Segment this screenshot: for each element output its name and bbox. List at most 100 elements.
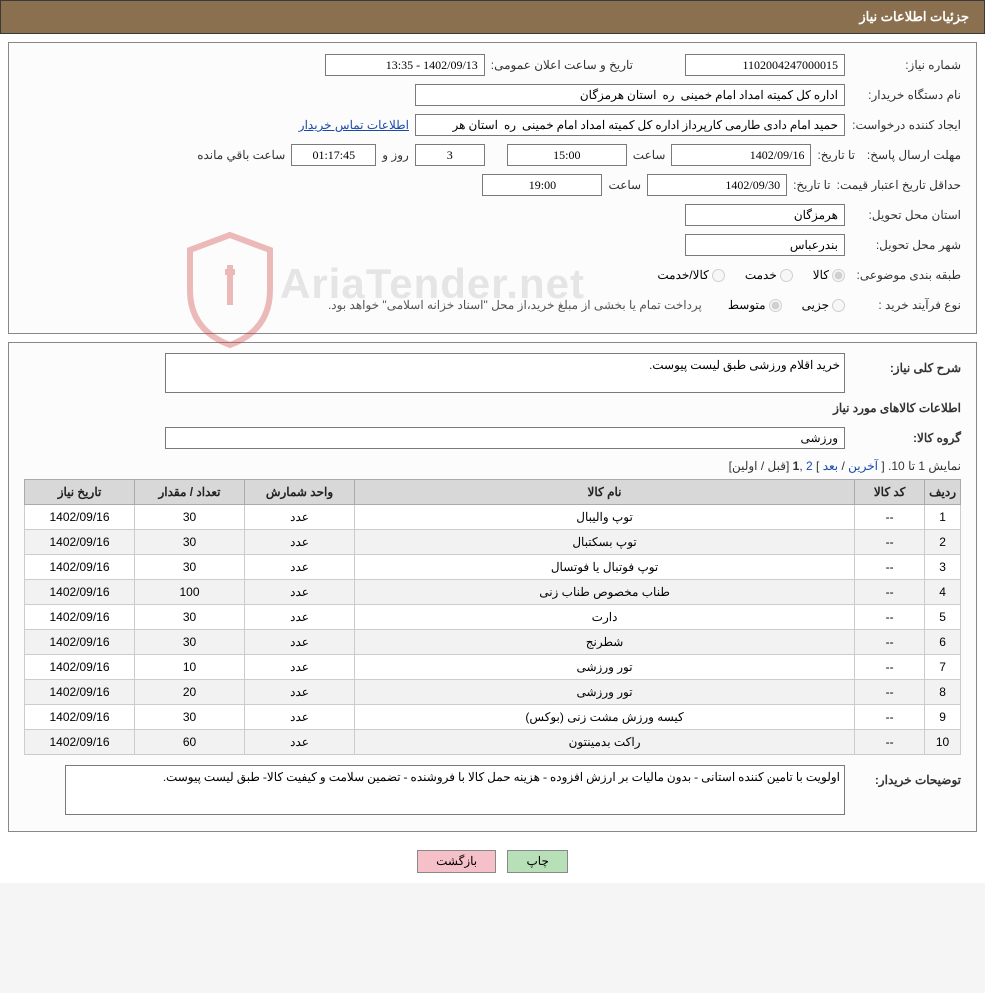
table-cell: تور ورزشی <box>355 680 855 705</box>
buyer-notes-label: توضیحات خریدار: <box>851 773 961 787</box>
requester-field <box>415 114 845 136</box>
print-button[interactable]: چاپ <box>507 850 567 873</box>
table-row: 5--دارتعدد301402/09/16 <box>25 605 961 630</box>
cat-goods-label: کالا <box>813 268 829 282</box>
table-cell: 3 <box>925 555 961 580</box>
min-validity-to-label: تا تاریخ: <box>793 178 831 192</box>
pager-first: اولین <box>732 459 758 473</box>
table-cell: توپ والیبال <box>355 505 855 530</box>
min-validity-hour-field <box>482 174 602 196</box>
table-cell: 10 <box>925 730 961 755</box>
general-desc-label: شرح کلی نیاز: <box>851 361 961 375</box>
buyer-notes-field: اولویت با تامین کننده استانی - بدون مالی… <box>65 765 845 815</box>
table-cell: 1402/09/16 <box>25 580 135 605</box>
deadline-hour-field <box>507 144 627 166</box>
hour-label-1: ساعت <box>633 148 666 162</box>
table-cell: راکت بدمینتون <box>355 730 855 755</box>
table-cell: عدد <box>245 505 355 530</box>
requester-label: ایجاد کننده درخواست: <box>851 118 961 132</box>
col-header: واحد شمارش <box>245 480 355 505</box>
table-cell: عدد <box>245 705 355 730</box>
table-cell: 10 <box>135 655 245 680</box>
category-goods-service-radio[interactable]: کالا/خدمت <box>657 268 724 282</box>
pager: نمایش 1 تا 10. [ آخرین / بعد ] 2 ,1 [قبل… <box>24 459 961 473</box>
min-validity-date-field <box>647 174 787 196</box>
pager-page2-link[interactable]: 2 <box>806 459 813 473</box>
col-header: نام کالا <box>355 480 855 505</box>
days-and-label: روز و <box>382 148 409 162</box>
buyer-org-label: نام دستگاه خریدار: <box>851 88 961 102</box>
table-cell: 4 <box>925 580 961 605</box>
col-header: تاریخ نیاز <box>25 480 135 505</box>
table-cell: طناب مخصوص طناب زنی <box>355 580 855 605</box>
table-cell: عدد <box>245 580 355 605</box>
table-cell: کیسه ورزش مشت زنی (بوکس) <box>355 705 855 730</box>
col-header: تعداد / مقدار <box>135 480 245 505</box>
proc-medium-label: متوسط <box>728 298 766 312</box>
table-cell: -- <box>855 605 925 630</box>
table-cell: 1402/09/16 <box>25 705 135 730</box>
proc-partial-label: جزیی <box>802 298 829 312</box>
pager-next-link[interactable]: بعد <box>823 459 838 473</box>
table-row: 1--توپ والیبالعدد301402/09/16 <box>25 505 961 530</box>
table-row: 8--تور ورزشیعدد201402/09/16 <box>25 680 961 705</box>
buyer-contact-link[interactable]: اطلاعات تماس خریدار <box>299 118 409 132</box>
table-cell: 1402/09/16 <box>25 730 135 755</box>
process-medium-radio[interactable]: متوسط <box>728 298 782 312</box>
pager-prev: قبل <box>768 459 786 473</box>
process-type-label: نوع فرآیند خرید : <box>851 298 961 312</box>
table-cell: 30 <box>135 505 245 530</box>
table-cell: 30 <box>135 705 245 730</box>
table-cell: -- <box>855 580 925 605</box>
back-button[interactable]: بازگشت <box>417 850 496 873</box>
table-row: 7--تور ورزشیعدد101402/09/16 <box>25 655 961 680</box>
table-cell: 20 <box>135 680 245 705</box>
cat-gs-label: کالا/خدمت <box>657 268 708 282</box>
table-cell: عدد <box>245 630 355 655</box>
table-row: 10--راکت بدمینتونعدد601402/09/16 <box>25 730 961 755</box>
table-cell: 1402/09/16 <box>25 680 135 705</box>
table-cell: 30 <box>135 630 245 655</box>
table-cell: شطرنج <box>355 630 855 655</box>
delivery-city-field <box>685 234 845 256</box>
process-partial-radio[interactable]: جزیی <box>802 298 845 312</box>
general-desc-field: خرید اقلام ورزشی طبق لیست پیوست. <box>165 353 845 393</box>
need-no-field <box>685 54 845 76</box>
pager-last-link[interactable]: آخرین <box>848 459 878 473</box>
table-cell: 30 <box>135 530 245 555</box>
deadline-to-label: تا تاریخ: <box>817 148 855 162</box>
delivery-province-label: استان محل تحویل: <box>851 208 961 222</box>
table-cell: 5 <box>925 605 961 630</box>
table-cell: -- <box>855 505 925 530</box>
table-cell: 30 <box>135 605 245 630</box>
table-cell: 8 <box>925 680 961 705</box>
table-cell: 100 <box>135 580 245 605</box>
table-cell: عدد <box>245 730 355 755</box>
table-cell: 1402/09/16 <box>25 505 135 530</box>
table-cell: -- <box>855 680 925 705</box>
category-goods-radio[interactable]: کالا <box>813 268 845 282</box>
category-service-radio[interactable]: خدمت <box>745 268 793 282</box>
table-cell: 9 <box>925 705 961 730</box>
table-cell: تور ورزشی <box>355 655 855 680</box>
table-cell: 7 <box>925 655 961 680</box>
delivery-city-label: شهر محل تحویل: <box>851 238 961 252</box>
group-label: گروه کالا: <box>851 431 961 445</box>
category-label: طبقه بندی موضوعی: <box>851 268 961 282</box>
table-cell: دارت <box>355 605 855 630</box>
table-cell: -- <box>855 730 925 755</box>
page-title: جزئیات اطلاعات نیاز <box>0 0 985 34</box>
need-no-label: شماره نیاز: <box>851 58 961 72</box>
table-cell: -- <box>855 705 925 730</box>
deadline-label: مهلت ارسال پاسخ: <box>861 148 961 162</box>
table-row: 3--توپ فوتبال یا فوتسالعدد301402/09/16 <box>25 555 961 580</box>
info-section: شماره نیاز: تاریخ و ساعت اعلان عمومی: نا… <box>8 42 977 334</box>
table-cell: توپ بسکتبال <box>355 530 855 555</box>
table-cell: -- <box>855 555 925 580</box>
details-section: شرح کلی نیاز: خرید اقلام ورزشی طبق لیست … <box>8 342 977 832</box>
delivery-province-field <box>685 204 845 226</box>
table-cell: -- <box>855 655 925 680</box>
table-cell: عدد <box>245 530 355 555</box>
table-cell: عدد <box>245 680 355 705</box>
table-cell: -- <box>855 630 925 655</box>
